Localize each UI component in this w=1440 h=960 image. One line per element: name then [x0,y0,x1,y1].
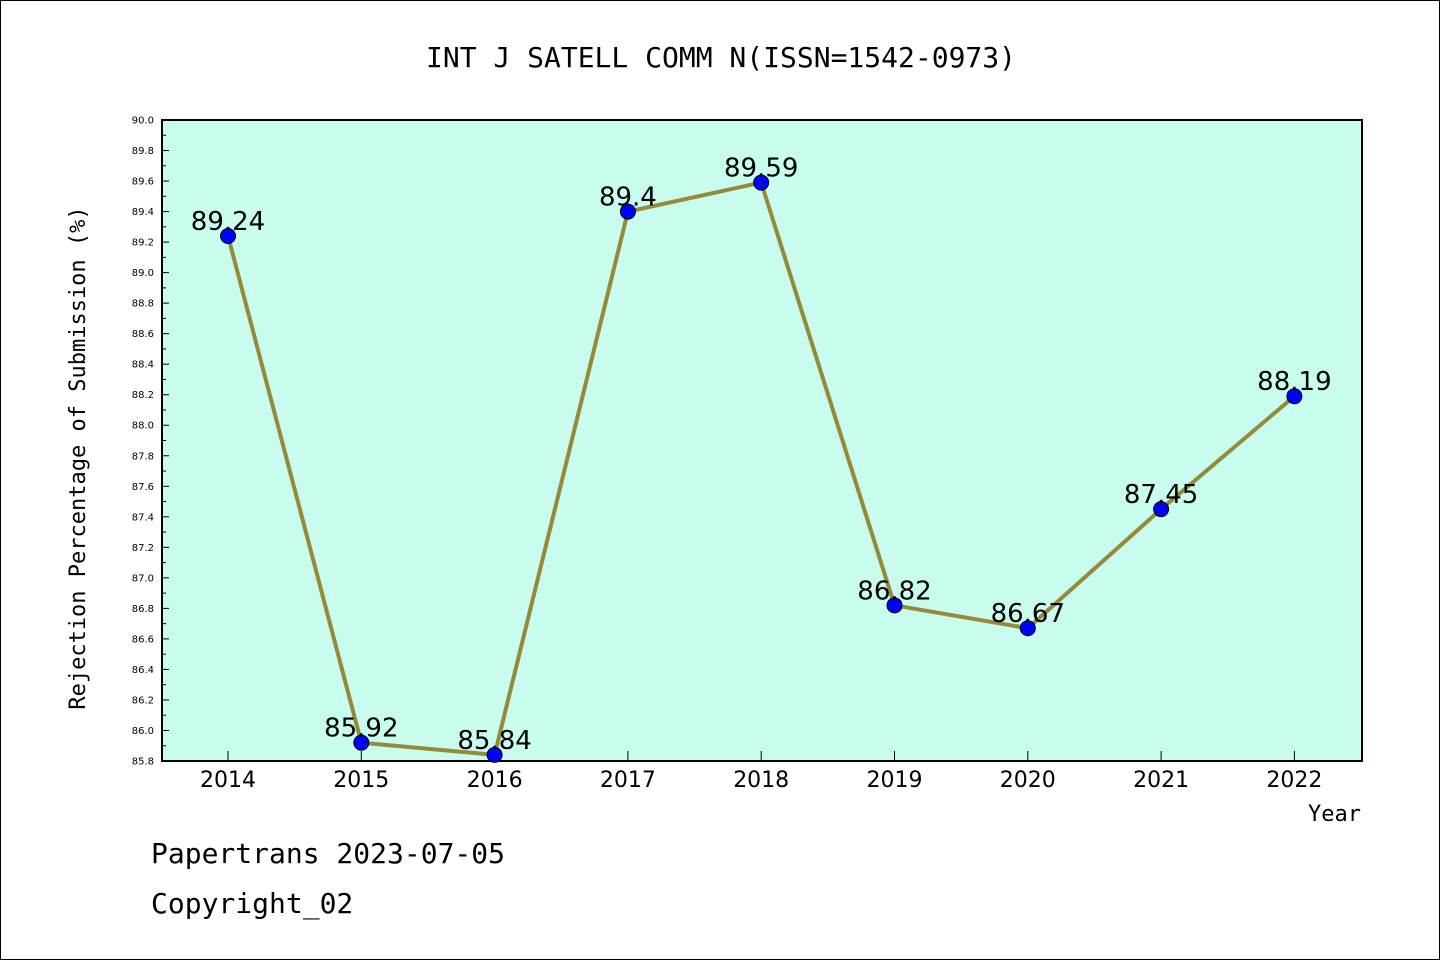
data-label: 86.67 [991,599,1065,629]
y-tick-label: 89.8 [132,146,154,157]
data-point [1286,388,1303,405]
chart-title: INT J SATELL COMM N(ISSN=1542-0973) [426,41,1016,74]
data-label: 88.19 [1257,367,1331,397]
data-label: 85.84 [457,726,531,756]
series-markers [220,174,1303,763]
y-tick-label: 88.8 [132,299,154,310]
x-axis: 2014 2015 2016 2017 2018 2019 2020 2021 2022 [200,751,1322,793]
x-tick-label: 2014 [200,768,256,793]
y-tick-label: 89.2 [132,238,154,249]
y-tick-label: 87.0 [132,573,154,584]
y-tick-label: 88.4 [132,360,154,371]
y-tick-label: 88.0 [132,421,154,432]
data-point [353,734,370,751]
data-point [220,227,236,244]
footer-copyright-text: Copyright_02 [151,887,354,920]
y-axis-label: Rejection Percentage of Submission (%) [66,206,91,709]
y-axis: 85.8 86.0 86.2 86.4 86.6 86.8 87.0 87.2 87.4 87.6… [132,116,169,768]
y-tick-label: 87.6 [132,482,154,493]
data-point [886,597,903,614]
x-tick-label: 2021 [1133,768,1189,793]
y-tick-label: 90.0 [132,116,154,127]
data-point [1153,501,1170,518]
y-tick-label: 89.0 [132,268,154,279]
y-tick-label: 86.6 [132,634,154,645]
data-point [486,746,503,763]
data-point [1019,620,1036,637]
x-tick-label: 2015 [333,768,389,793]
data-point [753,174,770,191]
y-tick-label: 86.8 [132,604,154,615]
data-label: 87.45 [1124,480,1198,510]
data-labels: 89.24 85.92 85.84 89.4 89.59 86.82 86.67 87.45 8… [191,154,1332,756]
x-tick-label: 2018 [733,768,789,793]
data-label: 89.59 [724,154,798,184]
y-tick-label: 87.4 [132,512,154,523]
data-point [619,203,636,220]
footer-date-text: Papertrans 2023-07-05 [151,837,506,870]
plot-area [161,119,1363,762]
data-label: 89.4 [599,183,657,213]
x-tick-label: 2022 [1266,768,1322,793]
y-tick-label: 85.8 [132,757,154,768]
x-tick-label: 2020 [1000,768,1056,793]
y-tick-label: 86.2 [132,695,154,706]
y-tick-label: 87.8 [132,451,154,462]
y-tick-label: 87.2 [132,543,154,554]
x-tick-label: 2019 [867,768,923,793]
y-tick-label: 88.6 [132,329,154,340]
y-tick-label: 88.2 [132,390,154,401]
y-tick-label: 89.6 [132,177,154,188]
x-tick-label: 2016 [467,768,523,793]
y-tick-label: 86.4 [132,665,154,676]
data-label: 89.24 [191,207,265,237]
y-tick-label: 89.4 [132,207,154,218]
data-label: 85.92 [324,714,398,744]
y-tick-label: 86.0 [132,726,154,737]
data-label: 86.82 [857,576,931,606]
x-tick-label: 2017 [600,768,656,793]
x-axis-label: Year [1308,802,1361,827]
